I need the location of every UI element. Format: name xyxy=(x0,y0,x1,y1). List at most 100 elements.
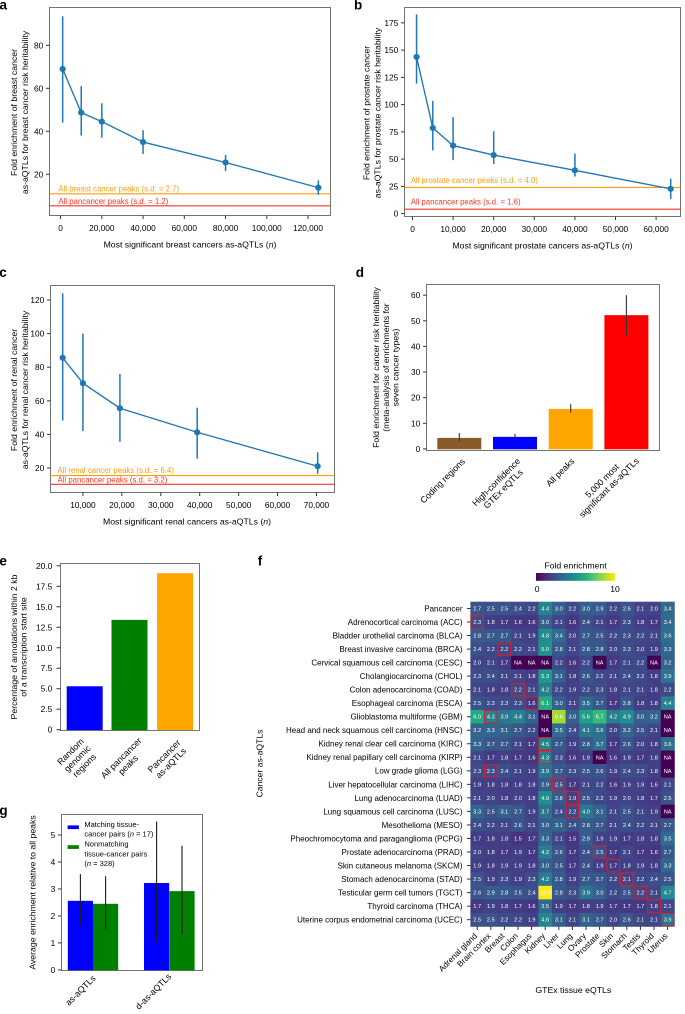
svg-text:1.8: 1.8 xyxy=(637,837,645,843)
svg-text:1.9: 1.9 xyxy=(609,769,617,775)
svg-text:80: 80 xyxy=(34,40,44,50)
svg-text:2.3: 2.3 xyxy=(555,755,563,761)
svg-text:Fold enrichment of renal cance: Fold enrichment of renal cancer xyxy=(9,329,19,451)
svg-text:1: 1 xyxy=(51,938,56,948)
svg-text:2.4: 2.4 xyxy=(487,674,495,680)
svg-text:Head and neck squamous cell ca: Head and neck squamous cell carcinoma (H… xyxy=(286,726,463,735)
svg-text:2.5: 2.5 xyxy=(487,607,495,613)
svg-text:2.1: 2.1 xyxy=(473,796,481,802)
svg-text:1.8: 1.8 xyxy=(650,742,658,748)
svg-text:0: 0 xyxy=(48,725,53,735)
svg-text:50,000: 50,000 xyxy=(226,500,252,510)
svg-text:5.0: 5.0 xyxy=(41,684,53,694)
svg-text:2.1: 2.1 xyxy=(637,809,645,815)
svg-text:2.2: 2.2 xyxy=(609,607,617,613)
svg-text:2.8: 2.8 xyxy=(473,634,481,640)
svg-text:All pancancer peaks (s.d. = 3.: All pancancer peaks (s.d. = 3.2) xyxy=(58,475,168,484)
svg-text:All renal cancer peaks (s.d. =: All renal cancer peaks (s.d. = 6.4) xyxy=(58,466,175,475)
svg-text:2.1: 2.1 xyxy=(650,634,658,640)
svg-text:3.5: 3.5 xyxy=(555,728,563,734)
svg-text:2.6: 2.6 xyxy=(596,769,604,775)
svg-text:as-aQTLs for prostate cancer r: as-aQTLs for prostate cancer risk herita… xyxy=(372,27,382,198)
svg-text:4.9: 4.9 xyxy=(623,715,631,721)
svg-text:Stomach adenocarcinoma (STAD): Stomach adenocarcinoma (STAD) xyxy=(341,875,463,884)
svg-text:GTEx tissue eQTLs: GTEx tissue eQTLs xyxy=(535,985,611,995)
svg-text:2.7: 2.7 xyxy=(582,877,590,883)
svg-text:1.6: 1.6 xyxy=(528,755,536,761)
svg-text:1.9: 1.9 xyxy=(569,688,577,694)
svg-text:Most significant breast cancer: Most significant breast cancers as-aQTLs… xyxy=(104,240,277,250)
svg-text:1.8: 1.8 xyxy=(528,864,536,870)
svg-text:1.6: 1.6 xyxy=(528,904,536,910)
svg-text:2.4: 2.4 xyxy=(623,769,631,775)
svg-text:2.3: 2.3 xyxy=(501,701,509,707)
svg-text:3.7: 3.7 xyxy=(596,742,604,748)
svg-text:10: 10 xyxy=(411,418,421,428)
svg-text:2.1: 2.1 xyxy=(501,674,509,680)
svg-text:2.5: 2.5 xyxy=(582,796,590,802)
svg-text:2.3: 2.3 xyxy=(569,769,577,775)
svg-text:1.7: 1.7 xyxy=(528,850,536,856)
svg-text:2.3: 2.3 xyxy=(487,769,495,775)
svg-text:2.3: 2.3 xyxy=(473,769,481,775)
svg-text:150: 150 xyxy=(384,45,398,55)
svg-text:20: 20 xyxy=(35,463,45,473)
svg-text:2.2: 2.2 xyxy=(487,823,495,829)
svg-text:1.6: 1.6 xyxy=(650,782,658,788)
svg-text:1.7: 1.7 xyxy=(569,782,577,788)
svg-text:40: 40 xyxy=(34,126,44,136)
svg-text:NA: NA xyxy=(664,755,672,761)
svg-text:20,000: 20,000 xyxy=(109,500,135,510)
svg-text:e: e xyxy=(0,553,7,568)
svg-text:3.1: 3.1 xyxy=(528,715,536,721)
svg-text:2.8: 2.8 xyxy=(596,647,604,653)
svg-text:3.4: 3.4 xyxy=(664,607,672,613)
svg-text:2.1: 2.1 xyxy=(569,918,577,924)
svg-text:1.8: 1.8 xyxy=(650,674,658,680)
svg-text:2.6: 2.6 xyxy=(623,918,631,924)
svg-text:2.7: 2.7 xyxy=(555,769,563,775)
svg-text:30: 30 xyxy=(411,367,421,377)
svg-text:2.5: 2.5 xyxy=(664,877,672,883)
svg-text:2.2: 2.2 xyxy=(528,607,536,613)
svg-text:3.9: 3.9 xyxy=(541,769,549,775)
svg-text:b: b xyxy=(354,0,362,13)
svg-text:1.9: 1.9 xyxy=(555,904,563,910)
svg-text:2.2: 2.2 xyxy=(501,918,509,924)
svg-text:Percentage of annotations with: Percentage of annotations within 2 kb xyxy=(9,574,19,719)
svg-text:2.9: 2.9 xyxy=(541,782,549,788)
svg-text:2.3: 2.3 xyxy=(623,620,631,626)
svg-text:1.8: 1.8 xyxy=(487,837,495,843)
svg-text:Prostate adenocarcinoma (PRAD): Prostate adenocarcinoma (PRAD) xyxy=(342,848,463,857)
svg-text:1.8: 1.8 xyxy=(487,864,495,870)
svg-text:2.1: 2.1 xyxy=(487,661,495,667)
svg-text:3.1: 3.1 xyxy=(501,728,509,734)
svg-text:1.8: 1.8 xyxy=(637,701,645,707)
svg-text:NA: NA xyxy=(541,715,549,721)
svg-text:d: d xyxy=(356,265,364,280)
svg-text:All pancancer peaks (s.d. = 1.: All pancancer peaks (s.d. = 1.2) xyxy=(58,197,168,206)
svg-text:60: 60 xyxy=(34,83,44,93)
svg-text:1.7: 1.7 xyxy=(650,620,658,626)
svg-text:75: 75 xyxy=(389,127,399,137)
svg-text:2.8: 2.8 xyxy=(555,647,563,653)
svg-text:2.1: 2.1 xyxy=(555,620,563,626)
svg-text:40,000: 40,000 xyxy=(562,224,588,234)
svg-text:1.8: 1.8 xyxy=(650,755,658,761)
svg-text:1.7: 1.7 xyxy=(569,850,577,856)
svg-text:2.1: 2.1 xyxy=(623,850,631,856)
svg-text:2.0: 2.0 xyxy=(637,742,645,748)
svg-text:1.7: 1.7 xyxy=(609,864,617,870)
svg-text:1.8: 1.8 xyxy=(514,782,522,788)
svg-text:1.7: 1.7 xyxy=(609,661,617,667)
svg-text:1.7: 1.7 xyxy=(528,742,536,748)
svg-text:1.7: 1.7 xyxy=(473,837,481,843)
svg-text:2.5: 2.5 xyxy=(473,918,481,924)
svg-text:2.5: 2.5 xyxy=(487,918,495,924)
svg-text:2.2: 2.2 xyxy=(596,796,604,802)
svg-text:2.2: 2.2 xyxy=(514,918,522,924)
svg-text:4.5: 4.5 xyxy=(541,742,549,748)
svg-text:1.7: 1.7 xyxy=(637,904,645,910)
svg-text:1.7: 1.7 xyxy=(609,850,617,856)
svg-text:1.7: 1.7 xyxy=(514,755,522,761)
